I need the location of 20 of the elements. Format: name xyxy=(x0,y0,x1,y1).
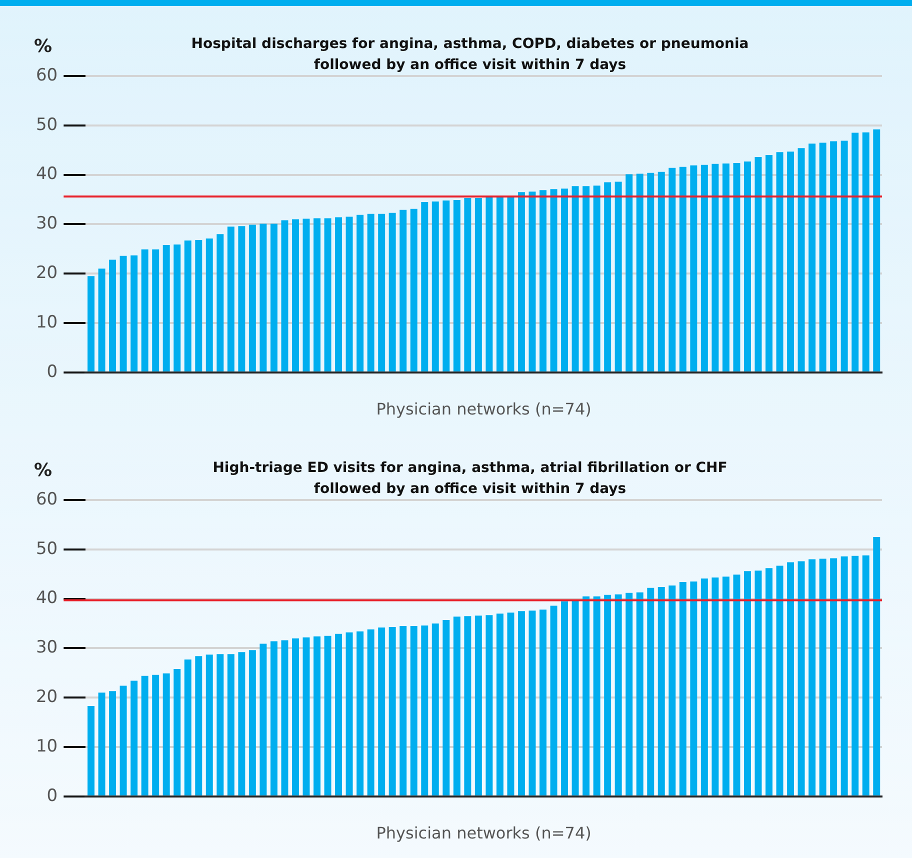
x-axis-title: Physician networks (n=74) xyxy=(376,824,592,843)
y-axis-title: % xyxy=(34,36,52,57)
y-tick-label: 60 xyxy=(36,489,58,510)
y-tick-label: 30 xyxy=(36,214,58,234)
y-tick-label: 0 xyxy=(46,362,58,382)
y-tick-label: 50 xyxy=(36,114,58,135)
chart-title: High-triage ED visits for angina, asthma, atrial fibrillation or CHF followed by an office visit within 7 days xyxy=(212,459,728,499)
y-tick-label: 10 xyxy=(36,736,58,756)
y-axis-title: % xyxy=(34,460,52,481)
y-tick-label: 10 xyxy=(36,312,58,332)
y-tick-label: 0 xyxy=(46,786,58,806)
y-tick-label: 20 xyxy=(36,687,58,708)
y-tick-label: 40 xyxy=(36,164,58,184)
y-tick-label: 40 xyxy=(36,588,58,608)
y-tick-label: 20 xyxy=(36,263,58,284)
x-axis-title: Physician networks (n=74) xyxy=(376,400,592,419)
chart-title: Hospital discharges for angina, asthma, COPD, diabetes or pneumonia followed by an office visit within 7 days xyxy=(190,35,750,75)
y-tick-label: 50 xyxy=(36,538,58,559)
y-tick-label: 30 xyxy=(36,638,58,658)
y-tick-label: 60 xyxy=(36,65,58,86)
